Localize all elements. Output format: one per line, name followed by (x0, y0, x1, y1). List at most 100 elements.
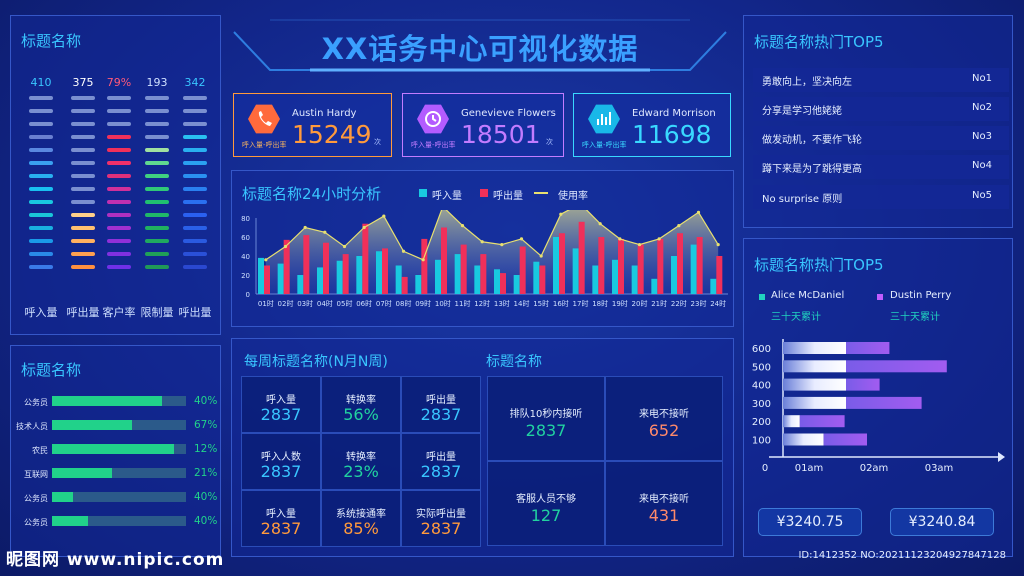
column-segment (71, 213, 95, 217)
column-segment (183, 122, 207, 126)
weekly-cell[interactable]: 呼入人数 2837 (241, 433, 321, 490)
bar-dustin (846, 342, 890, 354)
bar-label: 公务员 (24, 398, 48, 407)
bar-in (513, 275, 520, 294)
x-tick-label: 01时 (258, 299, 274, 308)
progress-track (52, 492, 186, 502)
progress-track (52, 420, 186, 430)
x-tick-label: 09时 (415, 299, 431, 308)
weekly-cell-value: 2837 (260, 462, 302, 481)
top5-item[interactable]: 蹲下来是为了跳得更高 No4 (753, 155, 1009, 179)
progress-fill (52, 396, 162, 406)
weekly-cell[interactable]: 呼出量 2837 (401, 433, 481, 490)
bar-alice (783, 342, 846, 354)
usage-rate-point (716, 243, 720, 247)
top5-item-text: 蹲下来是为了跳得更高 (762, 164, 862, 175)
legend-swatch-alice (759, 294, 765, 300)
column-segment (183, 252, 207, 256)
column-segment (183, 109, 207, 113)
column-segment (71, 161, 95, 165)
column-segment (183, 187, 207, 191)
legend-label: 呼入量 (432, 191, 462, 202)
bar-alice (783, 378, 846, 391)
queue-cell[interactable]: 来电不接听 652 (605, 376, 723, 461)
usage-rate-point (421, 258, 425, 262)
weekly-cell[interactable]: 系统接通率 85% (321, 490, 401, 547)
clock-icon (417, 104, 449, 134)
bar-percent: 12% (194, 443, 218, 455)
usage-rate-point (303, 225, 307, 230)
weekly-cell[interactable]: 呼入量 2837 (241, 490, 321, 547)
bar-out (480, 254, 487, 294)
chart-title: 标题名称24小时分析 (242, 185, 382, 203)
weekly-cell-value: 2837 (420, 462, 462, 481)
weekly-cell[interactable]: 呼出量 2837 (401, 376, 481, 433)
top5-item-rank: No5 (972, 190, 992, 201)
weekly-cell[interactable]: 转换率 23% (321, 433, 401, 490)
bar-out (500, 273, 506, 294)
money-button-2[interactable]: ¥3240.84 (890, 508, 994, 536)
column-segment (183, 239, 207, 243)
column-label: 客户率 (102, 306, 136, 319)
column-segment (145, 187, 169, 191)
y-tick-label: 0 (246, 291, 250, 299)
top5-item-text: No surprise 原则 (762, 194, 843, 205)
bar-dustin (846, 378, 880, 391)
legend-swatch-dustin (877, 294, 883, 300)
bar-in (592, 265, 599, 294)
column-segment (29, 226, 53, 230)
kpi-card-1[interactable]: Austin Hardy 15249 呼入量-呼出率 次 (233, 93, 392, 157)
bar-in (336, 260, 343, 294)
column-segment (183, 148, 207, 152)
queue-cell[interactable]: 排队10秒内接听 2837 (487, 376, 605, 461)
top5-item-text: 做发动机，不要作飞轮 (762, 135, 862, 146)
column-segment (183, 226, 207, 230)
top5-item-rank: No1 (972, 73, 992, 84)
column-value: 193 (146, 76, 168, 89)
y-tick-label: 60 (241, 234, 250, 242)
top5-item[interactable]: 分享是学习他姥姥 No2 (753, 97, 1009, 121)
column-segment (145, 226, 169, 230)
bar-percent: 40% (194, 515, 218, 527)
bar-in (277, 263, 284, 294)
weekly-cell[interactable]: 转换率 56% (321, 376, 401, 433)
column-segment (145, 135, 169, 139)
column-segment (29, 96, 53, 100)
bar-label: 公务员 (24, 518, 48, 527)
legend-swatch-in (419, 189, 427, 197)
weekly-cell-value: 23% (343, 462, 379, 481)
top5-item[interactable]: No surprise 原则 No5 (753, 185, 1009, 209)
usage-rate-point (500, 243, 504, 247)
progress-track (52, 396, 186, 406)
kpi-card-3[interactable]: Edward Morrison 11698 呼入量-呼出率 (573, 93, 731, 157)
queue-cell-value: 127 (530, 506, 562, 525)
top5-item[interactable]: 勇敢向上，坚决向左 No1 (753, 68, 1009, 92)
queue-title: 标题名称 (486, 354, 542, 370)
money-button-1[interactable]: ¥3240.75 (758, 508, 862, 536)
x-tick-label: 03时 (297, 299, 313, 308)
left-bottom-title: 标题名称 (21, 361, 82, 379)
weekly-cell[interactable]: 呼入量 2837 (241, 376, 321, 433)
chart-24h: 0 20 40 60 80 01时 02时 03时 04时 05时 06时 07时 08时 09时 10时 1… (241, 210, 728, 308)
weekly-cell-label: 转换率 (346, 452, 376, 463)
column-segment (107, 187, 131, 191)
queue-cell[interactable]: 来电不接听 431 (605, 461, 723, 546)
bar-in (376, 251, 382, 294)
queue-cell[interactable]: 客服人员不够 127 (487, 461, 605, 546)
usage-rate-point (323, 230, 327, 234)
weekly-cell[interactable]: 实际呼出量 2837 (401, 490, 481, 547)
x-tick-label: 02时 (278, 299, 294, 308)
column-segment (145, 200, 169, 204)
x-tick-label: 15时 (533, 299, 549, 308)
usage-rate-area (265, 210, 719, 294)
x-tick-label: 18时 (592, 299, 608, 308)
kpi-name: Austin Hardy (292, 108, 357, 119)
top5-item[interactable]: 做发动机，不要作飞轮 No3 (753, 126, 1009, 150)
bar-percent: 40% (194, 491, 218, 503)
column-segment (107, 226, 131, 230)
x-tick-label: 24时 (710, 299, 726, 308)
kpi-card-2[interactable]: Genevieve Flowers 18501 呼入量-呼出率 次 (402, 93, 564, 157)
y-tick-label: 40 (241, 253, 250, 261)
column-segment (107, 265, 131, 269)
legend-swatch-out (480, 189, 488, 197)
